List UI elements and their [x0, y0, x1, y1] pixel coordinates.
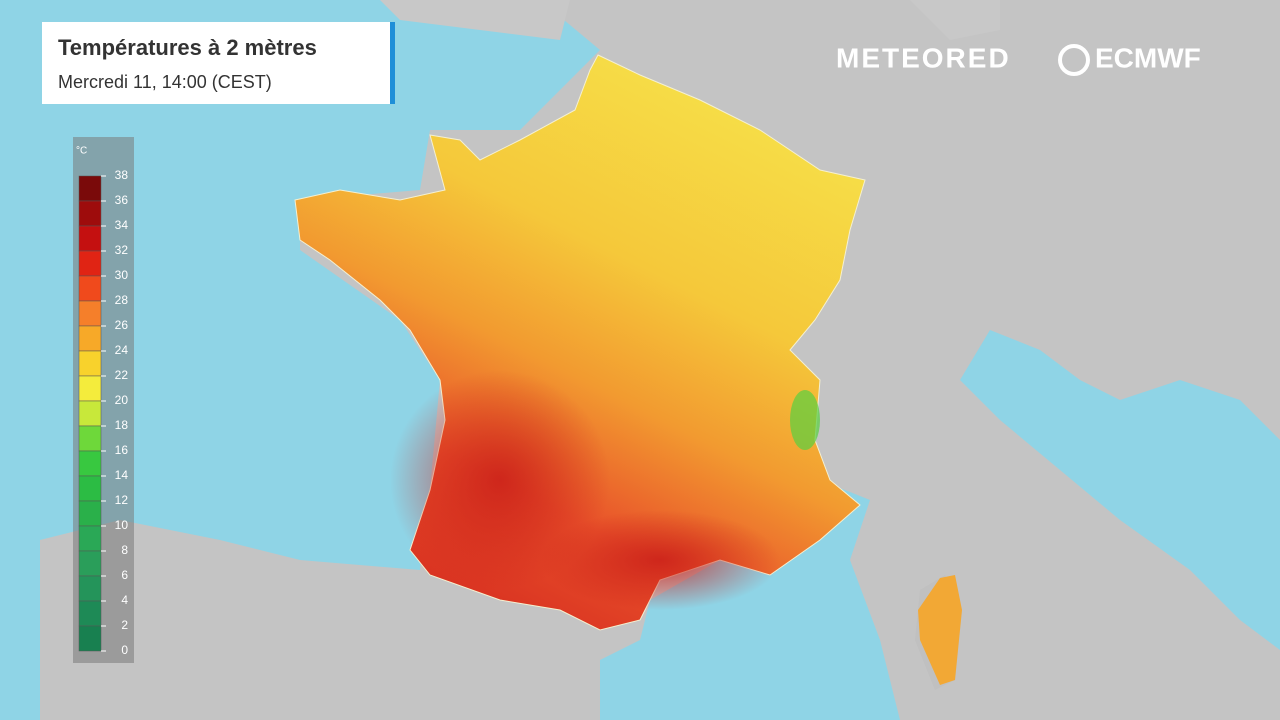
legend-swatch [78, 200, 102, 227]
logo-icon [1058, 44, 1090, 76]
legend-tick-label: 38 [115, 168, 129, 182]
legend-tick-label: 10 [115, 518, 129, 532]
legend-swatch [78, 475, 102, 502]
legend-swatch [78, 250, 102, 277]
title-accent [390, 22, 395, 104]
legend-tick-label: 36 [115, 193, 129, 207]
title-box [42, 22, 394, 104]
legend-tick-label: 26 [115, 318, 129, 332]
legend-unit: °C [76, 146, 87, 157]
legend-tick-label: 28 [115, 293, 129, 307]
legend-swatch [78, 500, 102, 527]
land [380, 0, 570, 40]
logo-ecmwf: ECMWF [1095, 42, 1201, 73]
legend-tick-label: 32 [115, 243, 129, 257]
legend-tick-label: 6 [121, 568, 128, 582]
legend-tick-label: 12 [115, 493, 129, 507]
legend-swatch [78, 375, 102, 402]
legend-tick-label: 4 [121, 593, 128, 607]
legend-tick-label: 24 [115, 343, 129, 357]
legend-tick-label: 20 [115, 393, 129, 407]
legend-swatch [78, 625, 102, 652]
hot-zone [540, 510, 780, 610]
legend-swatch [78, 425, 102, 452]
legend-tick-label: 22 [115, 368, 129, 382]
logo-meteored: METEORED [836, 42, 1011, 73]
legend-swatch [78, 350, 102, 377]
legend-swatch [78, 225, 102, 252]
hot-zone [390, 370, 610, 590]
legend-swatch [78, 275, 102, 302]
legend-tick-label: 2 [121, 618, 128, 632]
legend-tick-label: 30 [115, 268, 129, 282]
legend-tick-label: 16 [115, 443, 129, 457]
legend-swatch [78, 525, 102, 552]
legend-tick-label: 34 [115, 218, 129, 232]
legend-swatch [78, 575, 102, 602]
legend-swatch [78, 300, 102, 327]
land [910, 0, 1000, 40]
legend-tick-label: 14 [115, 468, 129, 482]
legend-swatch [78, 400, 102, 427]
legend-swatch [78, 600, 102, 627]
corsica [918, 575, 962, 685]
legend-tick-label: 8 [121, 543, 128, 557]
legend-tick-label: 0 [121, 643, 128, 657]
legend-tick-label: 18 [115, 418, 129, 432]
legend-swatch [78, 450, 102, 477]
legend-swatch [78, 325, 102, 352]
subtitle: Mercredi 11, 14:00 (CEST) [58, 72, 272, 92]
title: Températures à 2 mètres [58, 35, 317, 60]
legend-swatch [78, 175, 102, 202]
cool-zone [790, 390, 820, 450]
legend-swatch [78, 550, 102, 577]
